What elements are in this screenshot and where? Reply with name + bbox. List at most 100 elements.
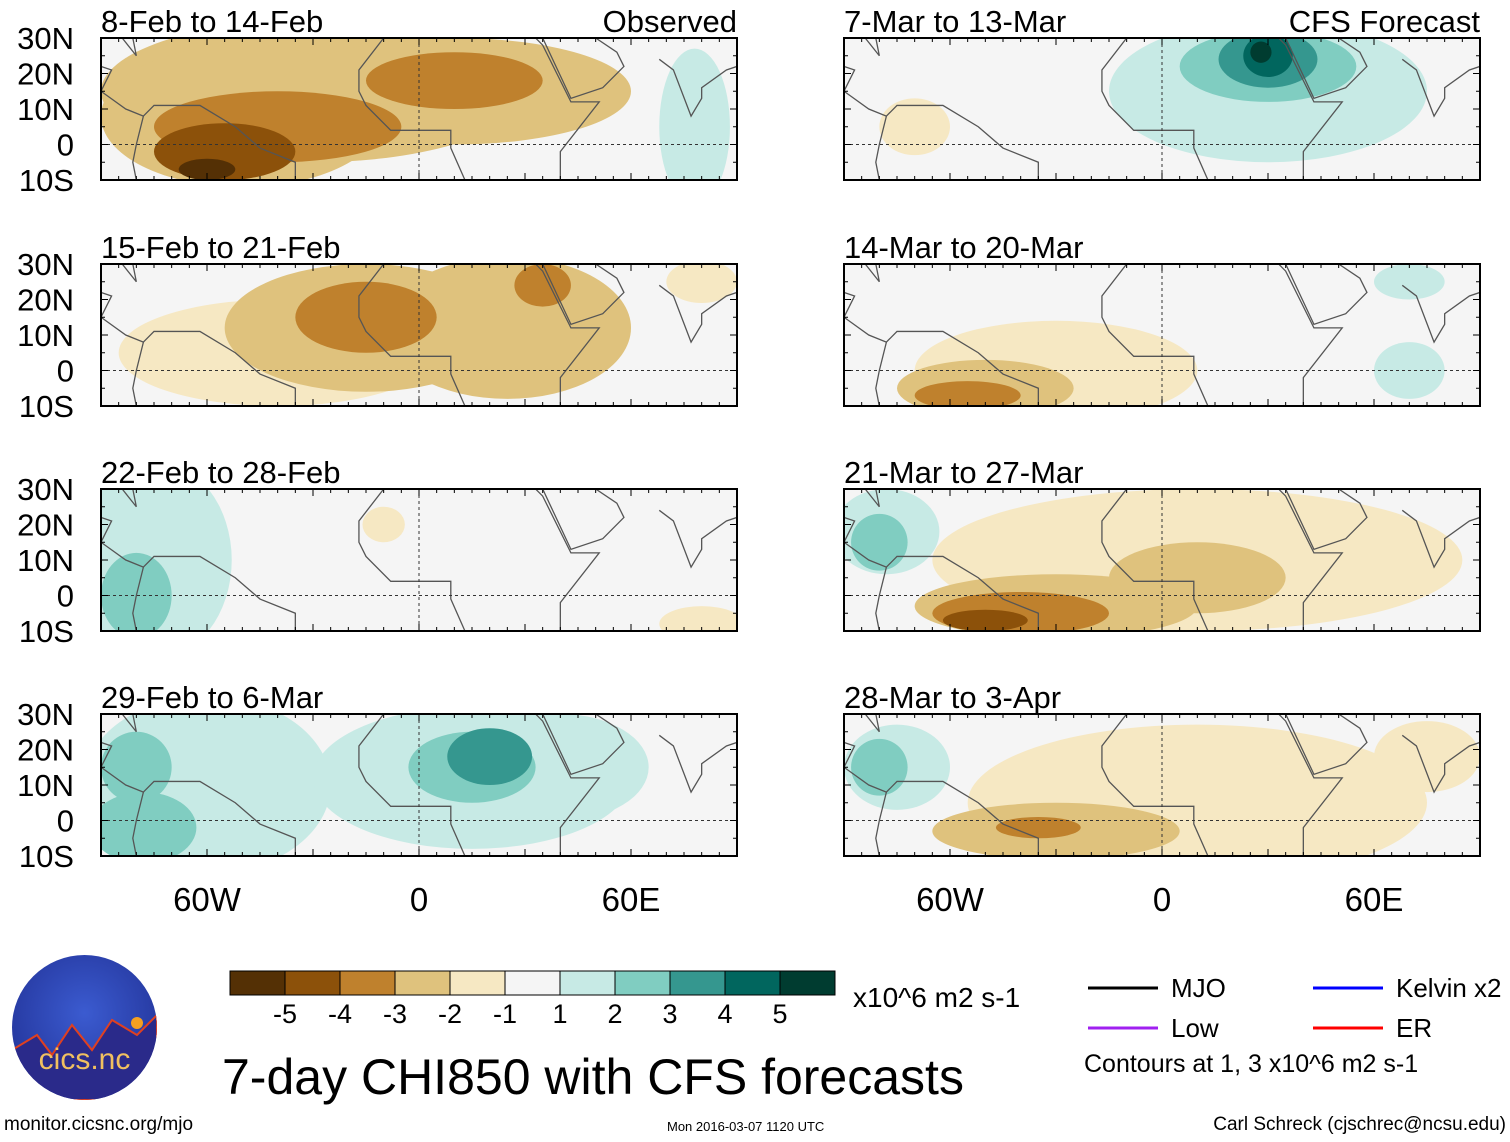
anomaly-region <box>851 738 908 796</box>
lat-label: 20N <box>17 508 74 543</box>
lon-label: 60W <box>916 881 985 918</box>
legend-label: Kelvin x2 <box>1396 973 1502 1003</box>
panel-title: 21-Mar to 27-Mar <box>844 455 1083 490</box>
lat-label: 0 <box>57 128 74 163</box>
colorbar-swatch <box>559 970 616 996</box>
coastline <box>542 489 625 551</box>
coastline <box>1401 509 1480 569</box>
coastline <box>885 104 1039 180</box>
coastline <box>1285 489 1368 551</box>
coastline <box>1285 264 1368 326</box>
coastline <box>101 541 145 631</box>
colorbar-swatch <box>284 970 341 996</box>
panel-title: 28-Mar to 3-Apr <box>844 680 1061 715</box>
coastline <box>358 38 466 180</box>
footer-timestamp: Mon 2016-03-07 1120 UTC <box>667 1119 825 1134</box>
coastline <box>101 714 137 768</box>
coastline <box>358 264 466 406</box>
coastline <box>534 714 601 856</box>
lat-label: 10S <box>19 389 74 424</box>
lat-label: 30N <box>17 472 74 507</box>
map-panel: 14-Mar to 20-Mar <box>843 230 1481 407</box>
map-panel: 7-Mar to 13-Mar CFS Forecast <box>843 4 1481 181</box>
panel-title: 29-Feb to 6-Mar <box>101 680 323 715</box>
colorbar-swatch <box>229 970 286 996</box>
coastline <box>101 489 137 543</box>
coastline <box>358 714 466 856</box>
coastline <box>142 780 296 856</box>
panel-field <box>101 714 737 856</box>
anomaly-region <box>1374 264 1445 300</box>
lon-label: 60E <box>1345 881 1404 918</box>
coastline <box>1101 264 1209 406</box>
colorbar-swatch <box>394 970 451 996</box>
coastline <box>1101 714 1209 856</box>
anomaly-region <box>383 264 631 399</box>
footer-url: monitor.cicsnc.org/mjo <box>4 1114 194 1135</box>
panel-title: 14-Mar to 20-Mar <box>844 230 1083 265</box>
colorbar-label: 1 <box>552 999 567 1029</box>
coastline <box>658 284 737 344</box>
colorbar-swatch <box>614 970 671 996</box>
lon-label: 0 <box>410 881 428 918</box>
coastline <box>1285 38 1368 100</box>
coastline <box>844 541 888 631</box>
anomaly-region <box>101 731 172 803</box>
colorbar: -5 -4 -3 -2 -1 1 2 3 4 5 <box>229 970 836 1029</box>
coastline <box>534 38 601 180</box>
footer-author: Carl Schreck (cjschrec@ncsu.edu) <box>1213 1114 1506 1135</box>
coastline <box>534 264 601 406</box>
units-label: x10^6 m2 s-1 <box>853 982 1021 1013</box>
coastline <box>142 555 296 631</box>
anomaly-region <box>659 48 730 180</box>
coastline <box>101 316 145 406</box>
lat-label: 30N <box>17 697 74 732</box>
coastline <box>101 90 145 180</box>
coastline <box>1277 489 1344 631</box>
anomaly-region <box>101 792 197 856</box>
column-header: Observed <box>603 4 737 39</box>
coastline <box>542 264 625 326</box>
coastline <box>358 489 466 631</box>
map-panel: 28-Mar to 3-Apr 60W 0 60E <box>843 680 1481 918</box>
map-panel: 21-Mar to 27-Mar <box>843 455 1481 632</box>
panel-field <box>101 264 737 406</box>
contours-note: Contours at 1, 3 x10^6 m2 s-1 <box>1084 1050 1419 1078</box>
coastline <box>844 264 880 318</box>
lat-label: 20N <box>17 57 74 92</box>
anomaly-region <box>362 506 405 543</box>
panel-title: 8-Feb to 14-Feb <box>101 4 323 39</box>
lat-label: 0 <box>57 804 74 839</box>
column-header: CFS Forecast <box>1289 4 1481 39</box>
colorbar-label: 4 <box>717 999 732 1029</box>
coastline <box>534 489 601 631</box>
coastline <box>1277 264 1344 406</box>
logo: cics.nc <box>12 955 157 1100</box>
lat-label: 20N <box>17 283 74 318</box>
anomaly-region <box>995 816 1081 839</box>
anomaly-region <box>514 264 571 307</box>
logo-mountains-icon <box>12 1013 157 1100</box>
panel-title: 7-Mar to 13-Mar <box>844 4 1066 39</box>
colorbar-swatch <box>724 970 781 996</box>
colorbar-label: -5 <box>273 999 297 1029</box>
lon-label: 60W <box>173 881 242 918</box>
anomaly-region <box>101 552 172 631</box>
colorbar-swatch <box>504 970 561 996</box>
coastline <box>101 264 137 318</box>
coastline <box>142 330 296 406</box>
panel-title: 15-Feb to 21-Feb <box>101 230 341 265</box>
anomaly-region <box>366 52 543 109</box>
anomaly-region <box>914 381 1021 406</box>
lat-label: 10N <box>17 768 74 803</box>
legend-label: MJO <box>1171 973 1226 1003</box>
coastline <box>658 58 737 118</box>
panel-field <box>844 38 1480 180</box>
legend-label: ER <box>1396 1013 1432 1043</box>
lat-label: 10N <box>17 92 74 127</box>
lat-label: 30N <box>17 21 74 56</box>
coastline <box>1101 489 1209 631</box>
colorbar-label: 2 <box>607 999 622 1029</box>
